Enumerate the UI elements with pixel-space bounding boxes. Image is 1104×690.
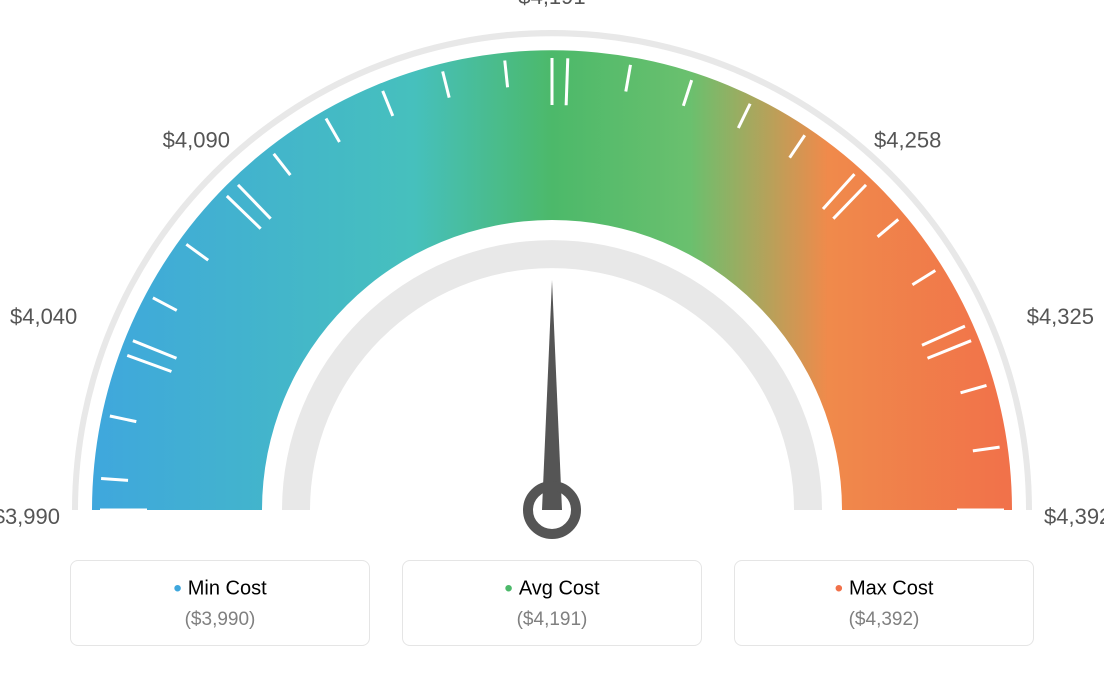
dot-icon: • bbox=[504, 575, 512, 602]
legend-avg-label: Avg Cost bbox=[519, 577, 600, 599]
legend-max-value: ($4,392) bbox=[735, 609, 1033, 631]
legend-min-card: • Min Cost ($3,990) bbox=[70, 560, 370, 646]
svg-text:$4,258: $4,258 bbox=[874, 128, 941, 153]
legend-avg-value: ($4,191) bbox=[403, 609, 701, 631]
legend-max-card: • Max Cost ($4,392) bbox=[734, 560, 1034, 646]
gauge-chart: $3,990 $4,040 $4,090 $4,191 $4,258 $4,325 $4,3… bbox=[0, 0, 1104, 550]
svg-text:$3,990: $3,990 bbox=[0, 504, 60, 529]
gauge-svg: $3,990 $4,040 $4,090 $4,191 $4,258 $4,325 $4,3… bbox=[0, 0, 1104, 550]
dot-icon: • bbox=[835, 575, 843, 602]
legend-max-label: Max Cost bbox=[849, 577, 933, 599]
svg-text:$4,191: $4,191 bbox=[518, 0, 585, 9]
svg-text:$4,325: $4,325 bbox=[1027, 304, 1094, 329]
legend-avg-card: • Avg Cost ($4,191) bbox=[402, 560, 702, 646]
legend-min-title: • Min Cost bbox=[71, 575, 369, 603]
svg-text:$4,392: $4,392 bbox=[1044, 504, 1104, 529]
legend-min-label: Min Cost bbox=[188, 577, 267, 599]
legend-min-value: ($3,990) bbox=[71, 609, 369, 631]
svg-text:$4,090: $4,090 bbox=[163, 128, 230, 153]
dot-icon: • bbox=[173, 575, 181, 602]
legend-avg-title: • Avg Cost bbox=[403, 575, 701, 603]
legend-row: • Min Cost ($3,990) • Avg Cost ($4,191) • M… bbox=[0, 560, 1104, 646]
legend-max-title: • Max Cost bbox=[735, 575, 1033, 603]
svg-text:$4,040: $4,040 bbox=[10, 304, 77, 329]
